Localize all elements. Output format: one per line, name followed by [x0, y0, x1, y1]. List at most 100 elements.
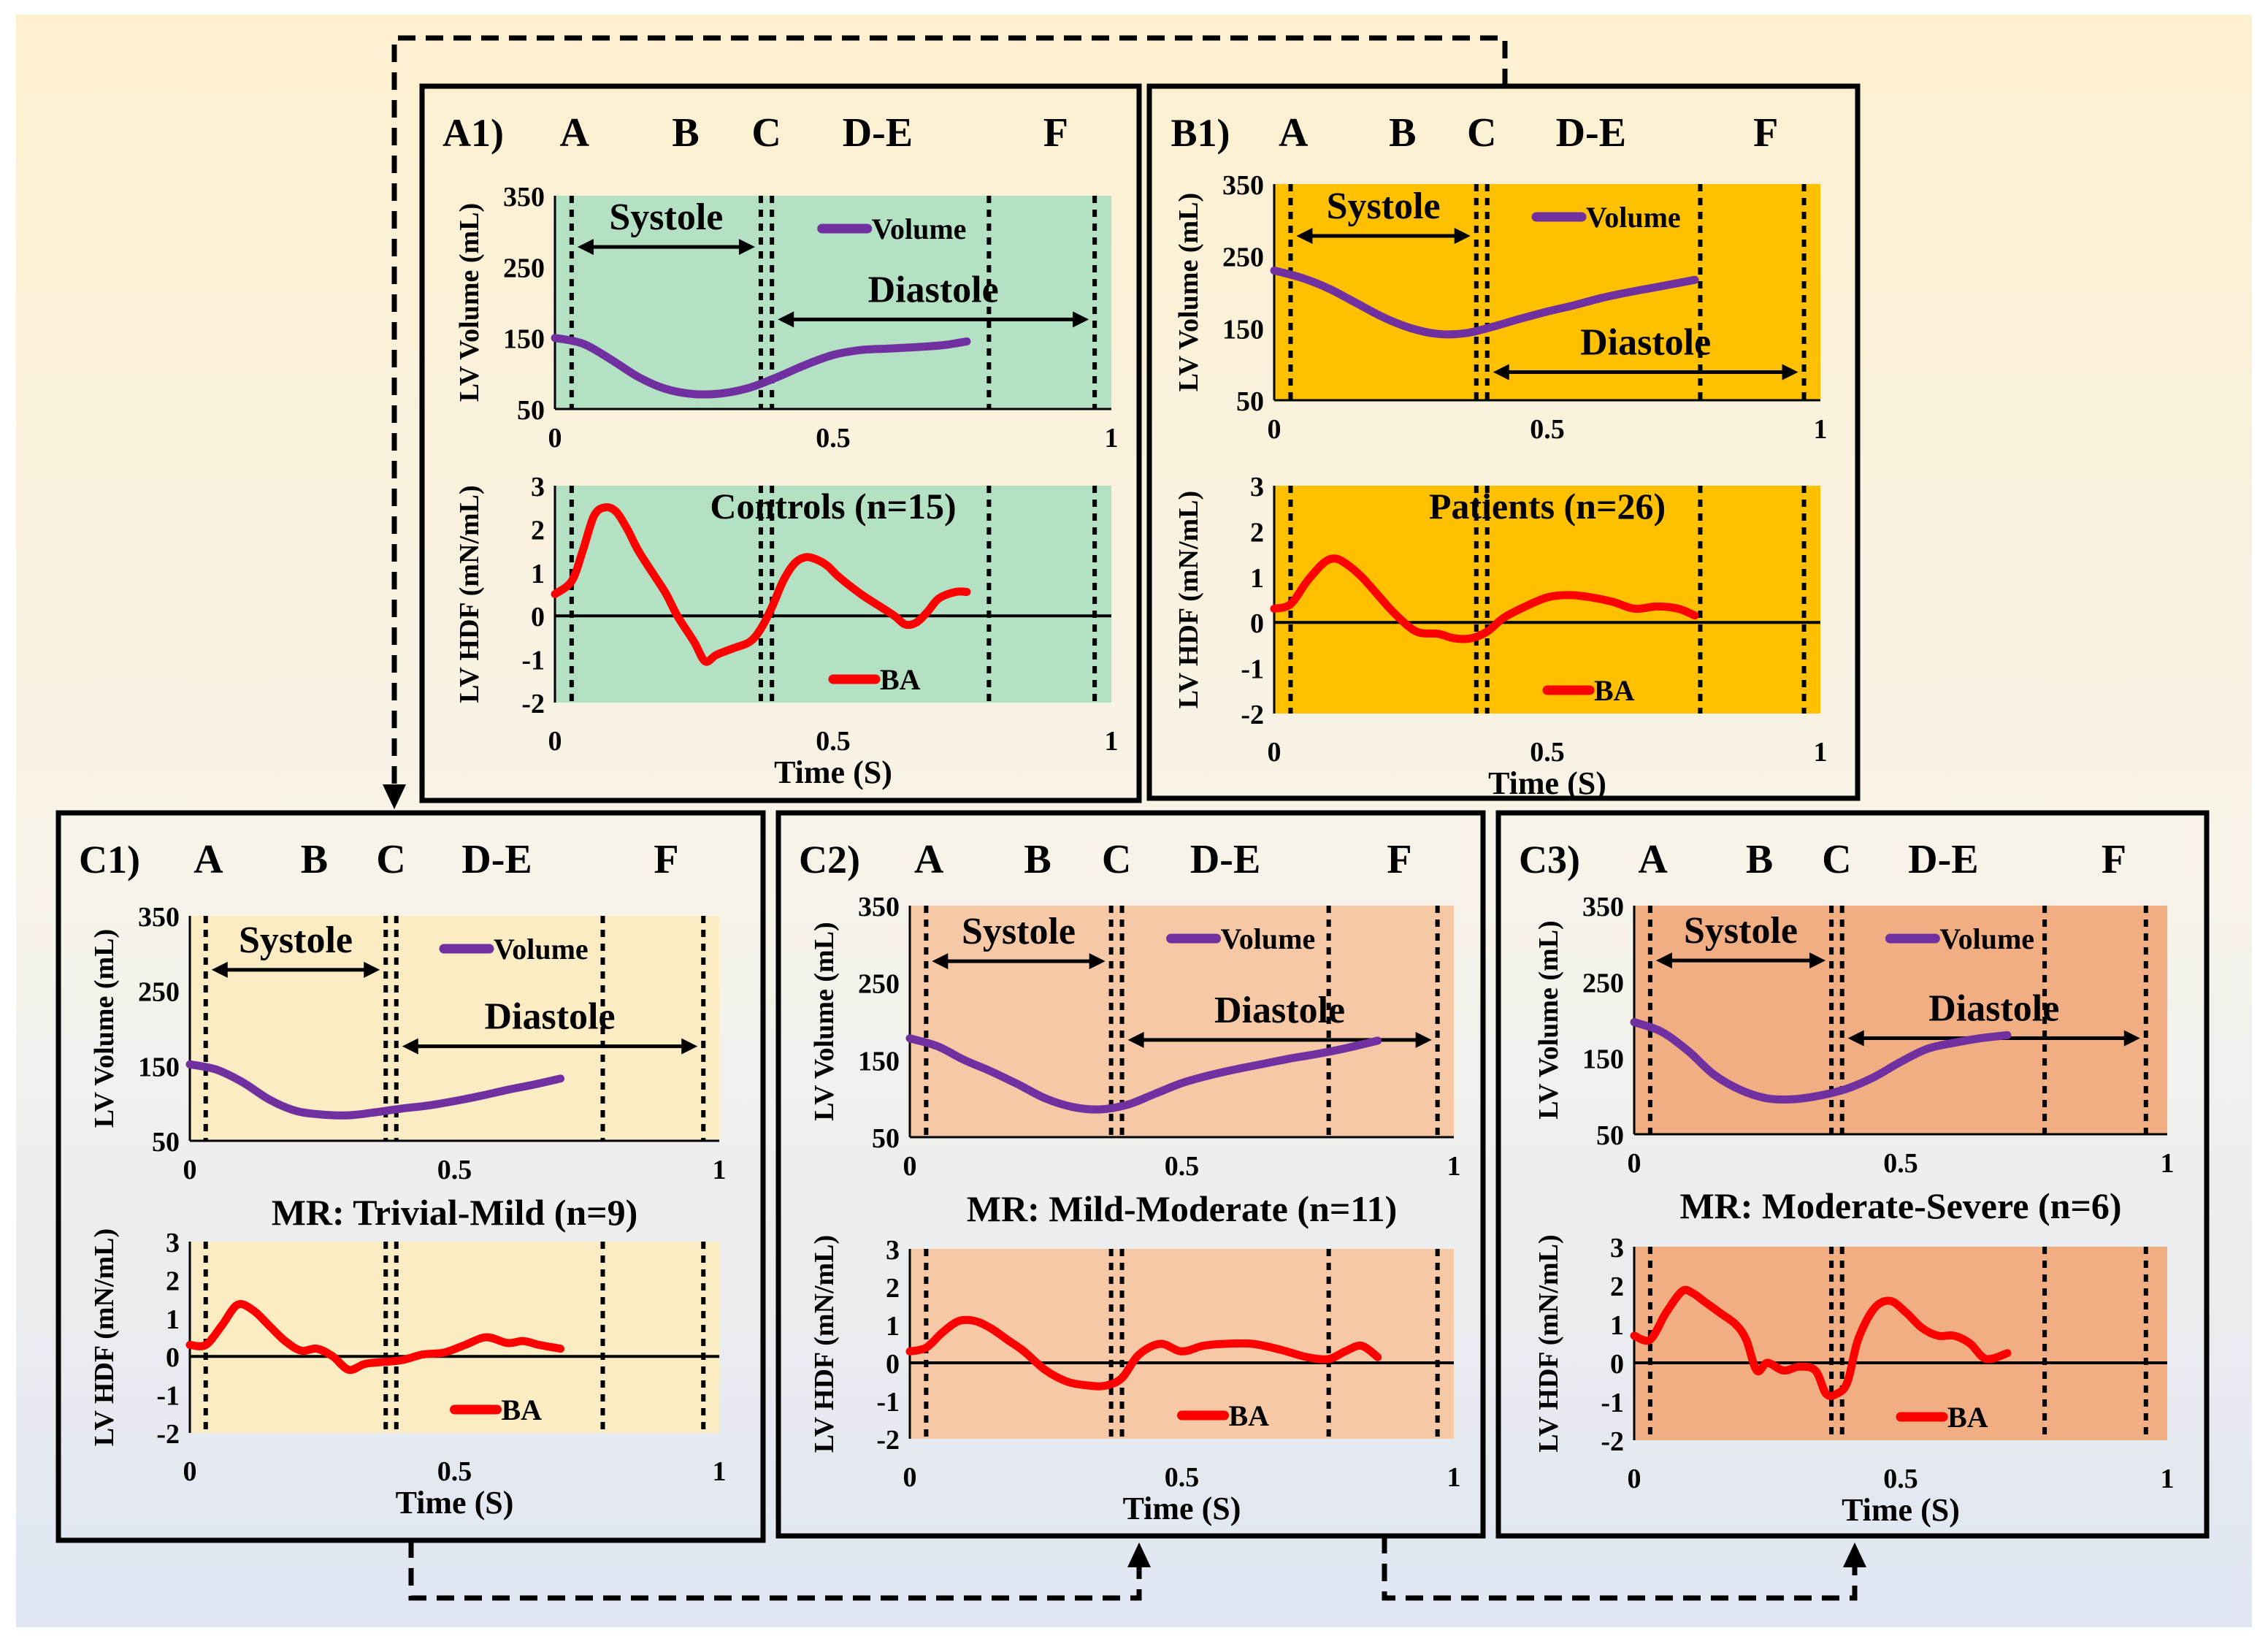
group-label: Patients (n=26) — [1429, 486, 1666, 527]
systole-arrow-head — [1296, 228, 1313, 245]
hdf-tick-label: 0 — [531, 602, 545, 632]
phase-label-f: F — [1753, 110, 1778, 156]
systole-arrow-head — [211, 961, 228, 978]
systole-label: Systole — [1327, 186, 1441, 227]
panel-c1: C1) A B C D-E F350250150503210-1-2000.50.511L… — [55, 810, 766, 1543]
diastole-arrow-head — [1415, 1031, 1432, 1048]
volume-x-tick-label: 1 — [2161, 1148, 2175, 1179]
phase-label-c: C — [1102, 837, 1131, 882]
hdf-x-tick-label: 1 — [1105, 726, 1119, 757]
volume-tick-label: 50 — [517, 395, 545, 426]
volume-series-line — [905, 1034, 1382, 1114]
hdf-tick-label: -2 — [1601, 1426, 1624, 1457]
hdf-plot-area — [1634, 1247, 2167, 1440]
volume-tick-label: 50 — [1236, 386, 1264, 417]
volume-tick-label: 50 — [872, 1123, 900, 1154]
hdf-tick-label: 2 — [1250, 517, 1264, 548]
volume-tick-label: 150 — [1222, 314, 1264, 345]
panel-frame — [1146, 83, 1861, 801]
hdf-tick-label: 1 — [531, 559, 545, 589]
phase-label-d-e: D-E — [843, 110, 913, 156]
phase-label-d-e: D-E — [1908, 837, 1978, 882]
hdf-x-tick-label: 0 — [903, 1462, 917, 1493]
volume-tick-label: 250 — [1222, 242, 1264, 273]
phase-label-a: A — [914, 837, 944, 882]
hdf-tick-label: 2 — [1610, 1272, 1624, 1302]
group-label: Controls (n=15) — [710, 486, 956, 527]
hdf-x-tick-label: 0 — [1268, 737, 1282, 768]
connector-c2-c3-arrowhead — [1843, 1542, 1866, 1567]
volume-x-tick-label: 0.5 — [1165, 1151, 1200, 1182]
volume-tick-label: 350 — [858, 892, 900, 922]
hdf-tick-label: 0 — [166, 1342, 180, 1373]
connector-top — [391, 35, 1508, 790]
time-axis-title: Time (S) — [396, 1485, 514, 1521]
hdf-tick-label: 3 — [166, 1228, 180, 1258]
hdf-series-line — [1630, 1285, 2012, 1400]
phase-label-f: F — [2102, 837, 2126, 882]
phase-label-d-e: D-E — [461, 837, 532, 882]
volume-series-line — [551, 334, 971, 399]
time-axis-title: Time (S) — [1488, 765, 1606, 801]
panel-frame — [55, 810, 766, 1543]
systole-arrow-head — [1809, 952, 1826, 969]
connector-c2-c3 — [1382, 1536, 1858, 1601]
volume-x-tick-label: 1 — [713, 1155, 727, 1185]
hdf-x-tick-label: 0.5 — [437, 1456, 472, 1487]
systole-label: Systole — [962, 911, 1076, 952]
volume-x-tick-label: 0 — [1268, 414, 1282, 445]
volume-tick-label: 250 — [138, 977, 180, 1008]
hdf-x-tick-label: 0.5 — [816, 726, 851, 757]
volume-x-tick-label: 0 — [548, 423, 562, 454]
diastole-arrow-head — [1073, 311, 1089, 328]
flow-connectors — [383, 35, 1866, 1601]
volume-tick-label: 150 — [138, 1052, 180, 1082]
hdf-tick-label: 2 — [531, 515, 545, 546]
hdf-x-tick-label: 1 — [713, 1456, 727, 1487]
hdf-x-tick-label: 0.5 — [1883, 1464, 1918, 1494]
volume-series-line — [185, 1060, 564, 1120]
volume-tick-label: 150 — [503, 324, 545, 355]
systole-arrow-head — [1655, 952, 1672, 969]
hdf-tick-label: -2 — [156, 1419, 180, 1450]
hdf-tick-label: 3 — [1610, 1233, 1624, 1263]
group-label: MR: Trivial-Mild (n=9) — [272, 1192, 638, 1233]
volume-x-tick-label: 0 — [903, 1151, 917, 1182]
phase-label-a: A — [1279, 110, 1309, 156]
volume-legend-label: Volume — [872, 213, 967, 245]
phase-label-f: F — [1043, 110, 1068, 156]
hdf-series-line — [551, 502, 971, 666]
hdf-tick-label: -2 — [1241, 700, 1264, 730]
volume-tick-label: 150 — [858, 1046, 900, 1077]
panel-tag: B1) — [1171, 111, 1230, 155]
hdf-tick-label: -1 — [156, 1381, 180, 1412]
panel-frame — [1495, 810, 2210, 1539]
volume-x-tick-label: 0.5 — [1530, 414, 1565, 445]
volume-tick-label: 350 — [138, 902, 180, 933]
diastole-arrow-head — [1782, 364, 1798, 381]
volume-x-tick-label: 0.5 — [437, 1155, 472, 1185]
hdf-axis-title: LV HDF (mN/mL) — [809, 1235, 840, 1453]
hdf-x-tick-label: 0.5 — [1530, 737, 1565, 768]
hdf-tick-label: 2 — [886, 1273, 900, 1304]
hdf-legend-label: BA — [1947, 1401, 1988, 1434]
hdf-legend-label: BA — [1229, 1399, 1270, 1432]
time-axis-title: Time (S) — [1123, 1491, 1241, 1526]
phase-label-f: F — [654, 837, 678, 882]
hdf-tick-label: 0 — [886, 1349, 900, 1380]
volume-tick-label: 50 — [152, 1127, 180, 1158]
volume-plot-area — [1634, 906, 2167, 1134]
diastole-arrow-head — [2123, 1030, 2140, 1047]
diastole-arrow-head — [1847, 1030, 1864, 1047]
hdf-tick-label: 3 — [531, 472, 545, 502]
volume-x-tick-label: 0.5 — [1883, 1148, 1918, 1179]
systole-arrow-head — [932, 953, 949, 970]
systole-label: Systole — [609, 196, 723, 238]
volume-x-tick-label: 0.5 — [816, 423, 851, 454]
panel-b1: B1) A B C D-E F350250150503210-1-2000.50.511L… — [1146, 83, 1861, 801]
volume-axis-title: LV Volume (mL) — [454, 203, 485, 402]
hdf-x-tick-label: 0.5 — [1165, 1462, 1200, 1493]
phase-label-d-e: D-E — [1556, 110, 1626, 156]
hdf-plot-area — [910, 1249, 1454, 1439]
